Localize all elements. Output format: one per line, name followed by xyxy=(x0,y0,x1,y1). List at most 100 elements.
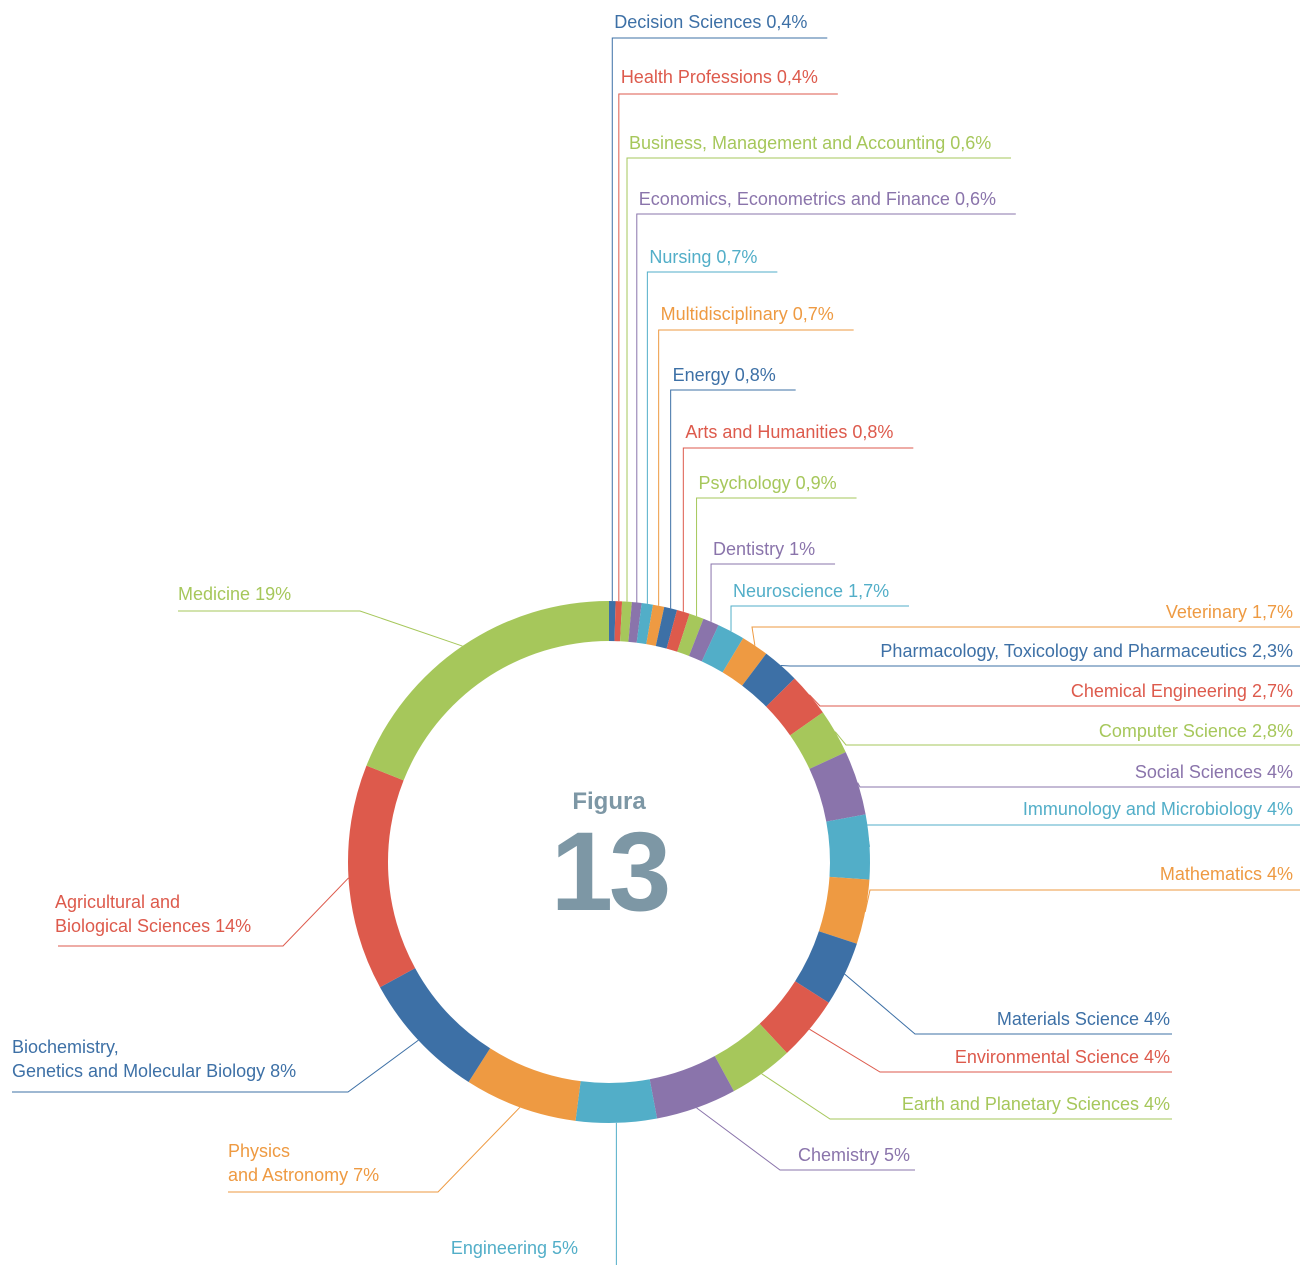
category-name: Environmental Science xyxy=(954,1047,1139,1067)
leader-line xyxy=(730,605,910,632)
leader-line xyxy=(857,782,1300,788)
leader-line xyxy=(844,973,1172,1035)
slice-label: Chemical Engineering 2,7% xyxy=(1071,679,1293,703)
value-label: 0,9% xyxy=(795,473,837,493)
leader-line xyxy=(618,93,838,602)
donut-slice xyxy=(628,602,642,643)
donut-slice xyxy=(348,765,416,988)
donut-slice xyxy=(609,601,616,642)
value-label: 0,8% xyxy=(734,365,776,385)
category-name: Chemical Engineering xyxy=(1070,681,1247,701)
slice-label: Materials Science 4% xyxy=(997,1007,1170,1031)
leader-line xyxy=(658,329,854,606)
leader-line xyxy=(809,694,1300,707)
category-name: Immunology and Microbiology xyxy=(1022,799,1262,819)
value-label: 0,4% xyxy=(776,67,818,87)
donut-slice xyxy=(666,610,690,652)
slice-label: Environmental Science 4% xyxy=(955,1045,1170,1069)
value-label: 2,7% xyxy=(1251,681,1293,701)
value-label: 0,7% xyxy=(716,247,758,267)
slice-label: Immunology and Microbiology 4% xyxy=(1023,797,1293,821)
value-label: 4% xyxy=(1266,864,1293,884)
donut-slice xyxy=(655,606,678,649)
value-label: 1,7% xyxy=(848,581,890,601)
center-number: 13 xyxy=(550,809,672,934)
value-label: 0,6% xyxy=(954,189,996,209)
leader-line xyxy=(636,213,1016,603)
center-caption: Figura xyxy=(572,788,646,815)
slice-label: Nursing 0,7% xyxy=(649,245,757,269)
slice-label: Pharmacology, Toxicology and Pharmaceuti… xyxy=(880,639,1293,663)
donut-slice xyxy=(766,678,823,736)
leader-line xyxy=(682,447,914,612)
category-name: Engineering xyxy=(450,1238,547,1258)
donut-slice xyxy=(809,752,866,822)
donut-slice xyxy=(575,1079,658,1124)
slice-label: Business, Management and Accounting 0,6% xyxy=(629,131,991,155)
slice-label: Psychology 0,9% xyxy=(699,471,837,495)
category-name: Veterinary xyxy=(1165,602,1247,622)
slice-label: Decision Sciences 0,4% xyxy=(614,10,807,34)
donut-slice xyxy=(677,613,704,656)
leader-line xyxy=(58,877,349,947)
category-name: Mathematics xyxy=(1159,864,1262,884)
leader-line xyxy=(865,824,1300,847)
category-name: Chemistry xyxy=(797,1145,879,1165)
slice-label: Engineering 5% xyxy=(451,1236,578,1260)
leader-line xyxy=(696,497,857,617)
category-name: Computer Science xyxy=(1098,721,1247,741)
value-label: 4% xyxy=(1266,799,1293,819)
value-label: 4% xyxy=(1143,1009,1170,1029)
category-name: Earth and Planetary Sciences xyxy=(901,1094,1139,1114)
value-label: 0,6% xyxy=(950,133,992,153)
donut-slice xyxy=(468,1048,581,1121)
slice-label: Medicine 19% xyxy=(178,582,291,606)
slice-label: Biochemistry, Genetics and Molecular Bio… xyxy=(12,1035,296,1083)
value-label: 19% xyxy=(255,584,292,604)
category-name: Neuroscience xyxy=(733,581,844,601)
leader-line xyxy=(626,157,1012,602)
leader-line xyxy=(761,1073,1172,1120)
donut-slice xyxy=(380,968,491,1083)
category-name: Arts and Humanities xyxy=(685,422,848,442)
category-name: Nursing xyxy=(649,247,712,267)
value-label: 0,8% xyxy=(852,422,894,442)
donut-slice xyxy=(646,604,665,647)
donut-slice xyxy=(649,1056,734,1119)
category-name: Energy xyxy=(672,365,730,385)
value-label: 1% xyxy=(789,539,816,559)
slice-label: Dentistry 1% xyxy=(713,537,815,561)
slice-label: Veterinary 1,7% xyxy=(1166,600,1293,624)
value-label: 4% xyxy=(1266,762,1293,782)
value-label: 5% xyxy=(883,1145,910,1165)
category-name: Health Professions xyxy=(620,67,772,87)
slice-label: Chemistry 5% xyxy=(798,1143,910,1167)
slice-label: Agricultural and Biological Sciences 14% xyxy=(55,890,251,938)
leader-line xyxy=(611,37,828,602)
leader-line xyxy=(178,610,463,647)
slice-label: Earth and Planetary Sciences 4% xyxy=(902,1092,1170,1116)
leader-line xyxy=(710,563,836,622)
leader-line xyxy=(696,1107,915,1171)
value-label: 0,7% xyxy=(792,304,834,324)
donut-slice xyxy=(701,625,744,673)
value-label: 4% xyxy=(1143,1094,1170,1114)
donut-slice xyxy=(714,1023,787,1092)
slice-label: Health Professions 0,4% xyxy=(621,65,818,89)
donut-slice xyxy=(759,981,829,1053)
donut-slice xyxy=(722,638,767,686)
category-name: Materials Science xyxy=(996,1009,1139,1029)
leader-line xyxy=(809,1028,1172,1073)
slice-label: Energy 0,8% xyxy=(673,363,776,387)
donut-slice xyxy=(688,618,719,662)
leader-line xyxy=(12,1039,419,1093)
slice-label: Social Sciences 4% xyxy=(1135,760,1293,784)
value-label: 14% xyxy=(215,916,252,936)
slice-label: Physics and Astronomy 7% xyxy=(228,1139,379,1187)
category-name: Social Sciences xyxy=(1134,762,1262,782)
slice-label: Neuroscience 1,7% xyxy=(733,579,889,603)
leader-line xyxy=(670,389,796,609)
category-name: Psychology xyxy=(698,473,791,493)
